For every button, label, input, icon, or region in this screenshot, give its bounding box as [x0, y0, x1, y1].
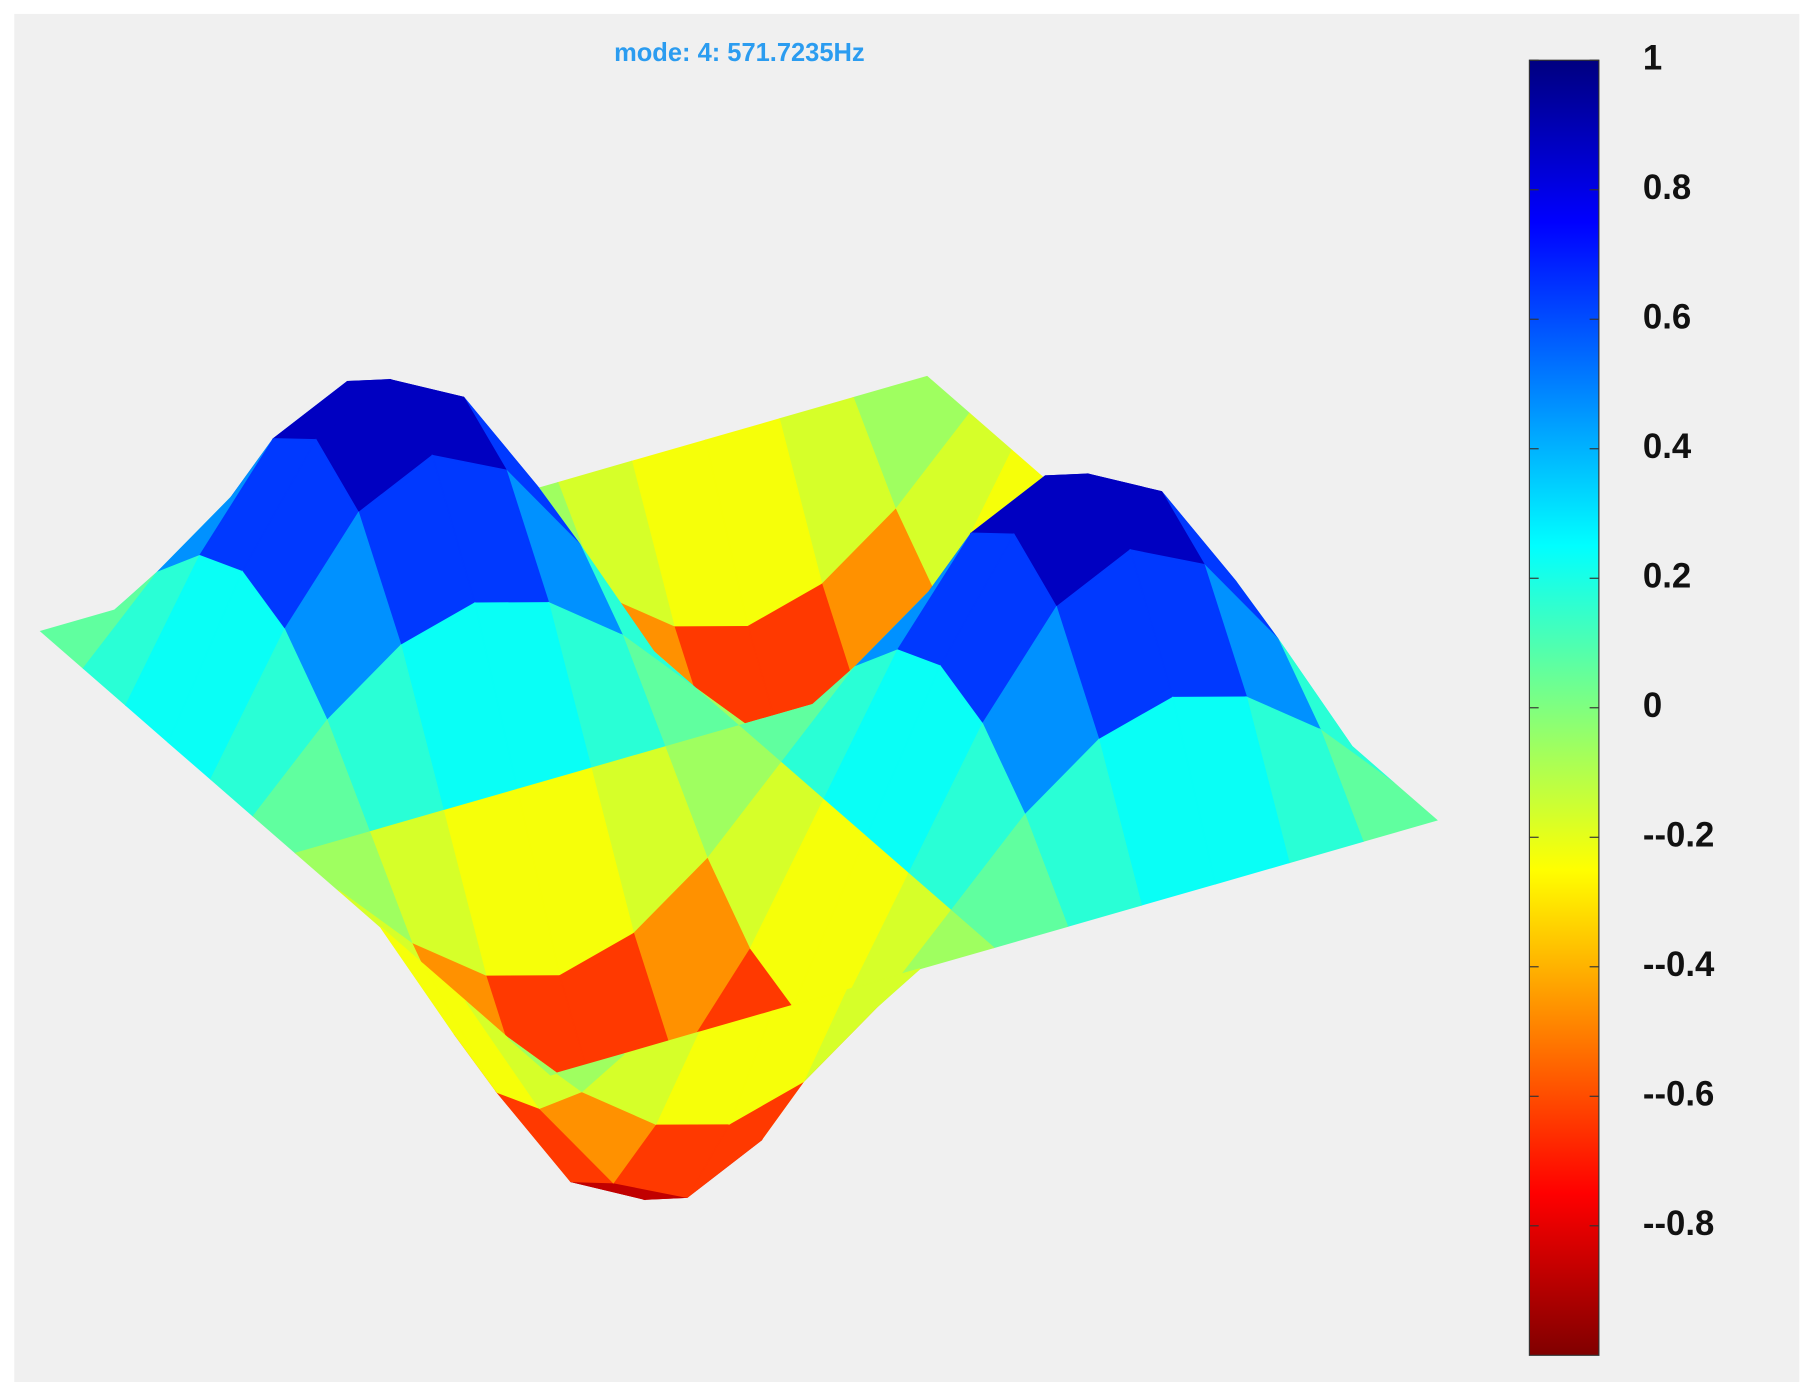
colorbar-axis: 1 0.8 0.6 0.4 0.2 0 --0.2 --0.4 --0.6 --0.8 [1529, 39, 1715, 1243]
colorbar-tick-label: 0 [1643, 687, 1662, 725]
colorbar-tick-label: 1 [1643, 39, 1662, 77]
chart-title: mode: 4: 571.7235Hz [614, 39, 865, 67]
colorbar-tick-label: --0.6 [1643, 1075, 1714, 1113]
surface [39, 375, 1438, 1201]
colorbar-tick-label: --0.2 [1643, 816, 1714, 854]
colorbar [1528, 59, 1600, 1356]
colorbar-tick-label: 0.8 [1643, 169, 1691, 207]
colorbar-tick-label: --0.8 [1643, 1205, 1714, 1243]
colorbar-tick-label: 0.4 [1643, 428, 1692, 466]
colorbar-tick-label: 0.2 [1643, 557, 1691, 595]
colorbar-tick-label: --0.4 [1643, 946, 1715, 984]
surface-patch [507, 1037, 625, 1093]
colorbar-tick-label: 0.6 [1643, 298, 1691, 336]
